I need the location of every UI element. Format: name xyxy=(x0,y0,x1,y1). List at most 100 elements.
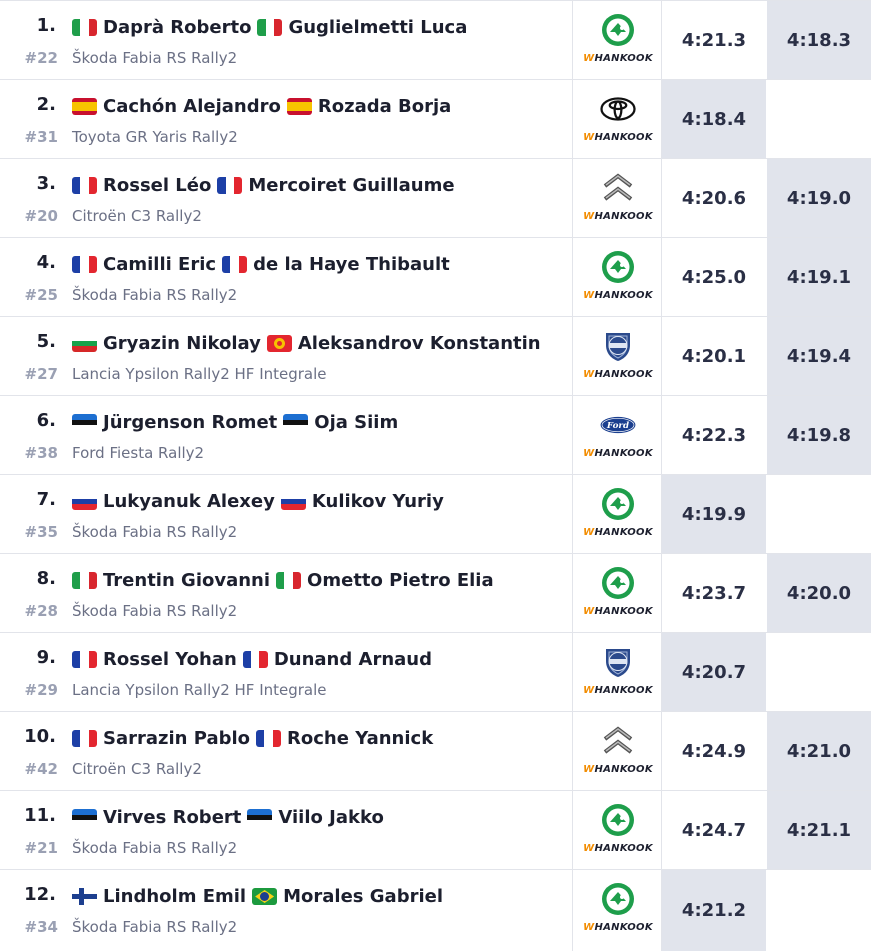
stage-time: 4:24.7 xyxy=(681,819,747,841)
codriver-name[interactable]: Kulikov Yuriy xyxy=(311,491,444,512)
stage-time: 4:25.0 xyxy=(681,266,747,288)
flag-fr-icon xyxy=(72,651,97,668)
overall-time: 4:19.0 xyxy=(767,159,871,237)
table-row[interactable]: 7. #35 Lukyanuk Alexey Kulikov Yuriy Ško… xyxy=(0,475,871,554)
hankook-logo: WHANKOOK xyxy=(583,448,653,459)
crew: Lindholm Emil Morales Gabriel xyxy=(72,886,449,907)
driver-name[interactable]: Daprà Roberto xyxy=(103,17,252,38)
position: 9. xyxy=(36,647,56,668)
hankook-logo: WHANKOOK xyxy=(583,211,653,222)
car-number: #20 xyxy=(24,207,58,225)
codriver-name[interactable]: Roche Yannick xyxy=(287,728,434,749)
toyota-icon xyxy=(600,92,636,126)
hankook-logo: WHANKOOK xyxy=(583,290,653,301)
driver-name[interactable]: Jürgenson Romet xyxy=(103,412,278,433)
codriver-name[interactable]: Oja Siim xyxy=(314,412,399,433)
flag-ee-icon xyxy=(247,809,273,826)
table-row[interactable]: 3. #20 Rossel Léo Mercoiret Guillaume Ci… xyxy=(0,159,871,238)
brand-cell: WHANKOOK xyxy=(572,1,662,79)
table-row[interactable]: 10. #42 Sarrazin Pablo Roche Yannick Cit… xyxy=(0,712,871,791)
table-row[interactable]: 5. #27 Gryazin Nikolay Aleksandrov Konst… xyxy=(0,317,871,396)
flag-ee-icon xyxy=(72,809,97,826)
flag-fr-icon xyxy=(217,177,243,194)
brand-cell: Ford WHANKOOK xyxy=(572,396,662,474)
car-number: #38 xyxy=(24,444,58,462)
flag-fr-icon xyxy=(222,256,248,273)
citroen-icon xyxy=(600,171,636,205)
car-number: #25 xyxy=(24,286,58,304)
brand-cell: WHANKOOK xyxy=(572,870,662,951)
skoda-icon xyxy=(600,882,636,916)
flag-kg-icon xyxy=(266,335,292,352)
position: 4. xyxy=(36,252,56,273)
table-row[interactable]: 4. #25 Camilli Eric de la Haye Thibault … xyxy=(0,238,871,317)
overall-time: 4:19.8 xyxy=(767,396,871,474)
driver-name[interactable]: Camilli Eric xyxy=(103,254,217,275)
brand-cell: WHANKOOK xyxy=(572,475,662,553)
flag-it-icon xyxy=(257,19,283,36)
codriver-name[interactable]: Mercoiret Guillaume xyxy=(248,175,455,196)
codriver-name[interactable]: de la Haye Thibault xyxy=(253,254,450,275)
hankook-logo: WHANKOOK xyxy=(583,132,653,143)
overall-time: 4:18.3 xyxy=(767,1,871,79)
driver-name[interactable]: Lindholm Emil xyxy=(103,886,247,907)
codriver-name[interactable]: Dunand Arnaud xyxy=(273,649,432,670)
overall-time: 4:19.4 xyxy=(767,317,871,395)
codriver-name[interactable]: Viilo Jakko xyxy=(278,807,384,828)
car-model: Citroën C3 Rally2 xyxy=(72,207,202,225)
table-row[interactable]: 8. #28 Trentin Giovanni Ometto Pietro El… xyxy=(0,554,871,633)
codriver-name[interactable]: Morales Gabriel xyxy=(283,886,443,907)
car-model: Ford Fiesta Rally2 xyxy=(72,444,205,462)
flag-bg-icon xyxy=(72,335,97,352)
car-number: #42 xyxy=(24,760,58,778)
hankook-logo: WHANKOOK xyxy=(583,922,653,933)
overall-time xyxy=(767,633,871,711)
driver-name[interactable]: Rossel Yohan xyxy=(103,649,237,670)
car-model: Škoda Fabia RS Rally2 xyxy=(72,286,238,304)
skoda-icon xyxy=(600,487,636,521)
lancia-icon xyxy=(600,329,636,363)
table-row[interactable]: 2. #31 Cachón Alejandro Rozada Borja Toy… xyxy=(0,80,871,159)
overall-time: 4:19.1 xyxy=(767,238,871,316)
driver-name[interactable]: Sarrazin Pablo xyxy=(103,728,251,749)
stage-time: 4:20.1 xyxy=(681,345,747,367)
crew: Gryazin Nikolay Aleksandrov Konstantin xyxy=(72,333,547,354)
driver-name[interactable]: Virves Robert xyxy=(103,807,242,828)
flag-ru-icon xyxy=(72,493,97,510)
codriver-name[interactable]: Aleksandrov Konstantin xyxy=(297,333,541,354)
table-row[interactable]: 1. #22 Daprà Roberto Guglielmetti Luca Š… xyxy=(0,1,871,80)
crew: Lukyanuk Alexey Kulikov Yuriy xyxy=(72,491,450,512)
codriver-name[interactable]: Rozada Borja xyxy=(317,96,452,117)
table-row[interactable]: 11. #21 Virves Robert Viilo Jakko Škoda … xyxy=(0,791,871,870)
car-model: Citroën C3 Rally2 xyxy=(72,760,202,778)
stage-time: 4:23.7 xyxy=(681,582,747,604)
flag-es-icon xyxy=(72,98,97,115)
crew: Trentin Giovanni Ometto Pietro Elia xyxy=(72,570,500,591)
brand-cell: WHANKOOK xyxy=(572,633,662,711)
flag-fr-icon xyxy=(72,177,97,194)
table-row[interactable]: 6. #38 Jürgenson Romet Oja Siim Ford Fie… xyxy=(0,396,871,475)
brand-cell: WHANKOOK xyxy=(572,791,662,869)
codriver-name[interactable]: Guglielmetti Luca xyxy=(288,17,468,38)
hankook-logo: WHANKOOK xyxy=(583,843,653,854)
table-row[interactable]: 12. #34 Lindholm Emil Morales Gabriel Šk… xyxy=(0,870,871,951)
table-row[interactable]: 9. #29 Rossel Yohan Dunand Arnaud Lancia… xyxy=(0,633,871,712)
flag-it-icon xyxy=(276,572,302,589)
car-number: #34 xyxy=(24,918,58,936)
crew: Rossel Léo Mercoiret Guillaume xyxy=(72,175,461,196)
driver-name[interactable]: Cachón Alejandro xyxy=(103,96,281,117)
driver-name[interactable]: Lukyanuk Alexey xyxy=(103,491,275,512)
driver-name[interactable]: Trentin Giovanni xyxy=(103,570,271,591)
car-model: Škoda Fabia RS Rally2 xyxy=(72,49,238,67)
crew: Jürgenson Romet Oja Siim xyxy=(72,412,404,433)
ford-icon: Ford xyxy=(600,408,636,442)
skoda-icon xyxy=(600,250,636,284)
car-model: Lancia Ypsilon Rally2 HF Integrale xyxy=(72,365,327,383)
codriver-name[interactable]: Ometto Pietro Elia xyxy=(307,570,494,591)
brand-cell: WHANKOOK xyxy=(572,80,662,158)
driver-name[interactable]: Gryazin Nikolay xyxy=(103,333,261,354)
flag-fr-icon xyxy=(72,730,97,747)
driver-name[interactable]: Rossel Léo xyxy=(103,175,212,196)
car-model: Škoda Fabia RS Rally2 xyxy=(72,602,238,620)
